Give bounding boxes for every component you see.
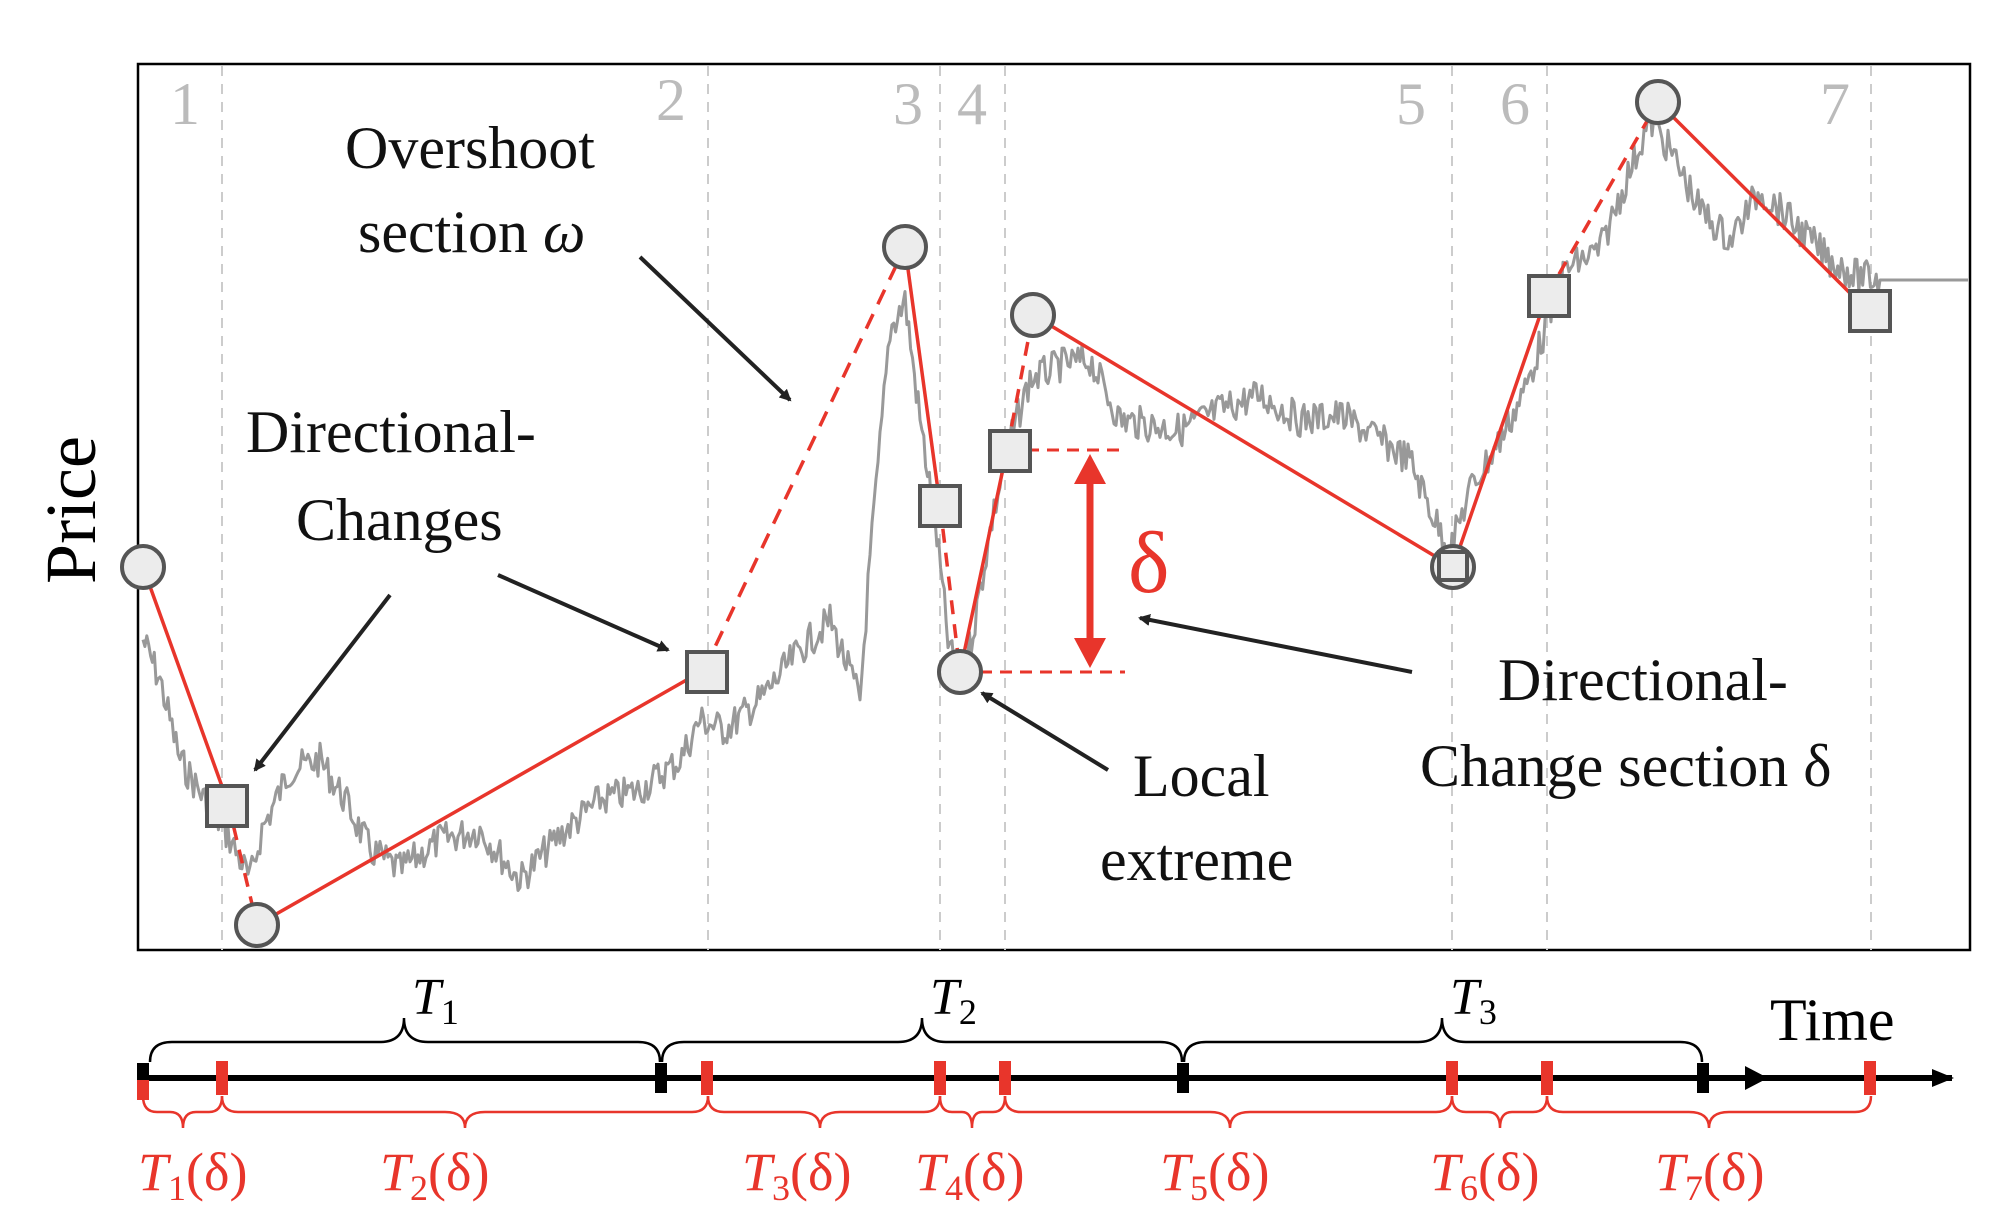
period-label-T2: T2: [930, 969, 977, 1032]
x-axis-label: Time: [1770, 987, 1895, 1053]
dc-point: [685, 650, 729, 694]
overshoot-line: [938, 504, 962, 673]
event-label-T6: T6(δ): [1430, 1142, 1539, 1208]
dc-label-line1: Directional-: [246, 399, 536, 465]
dc-section-label-line1: Directional-: [1498, 647, 1788, 713]
dc-label-line2: Changes: [296, 487, 503, 553]
period-braces: [148, 1017, 1704, 1063]
annotations: Overshoot section ω Directional- Changes…: [246, 115, 1832, 893]
dc-line: [958, 449, 1009, 673]
local-extreme-label-line2: extreme: [1100, 827, 1293, 893]
event-labels: T1(δ) T2(δ) T3(δ) T4(δ) T5(δ) T6(δ) T7(δ…: [138, 1142, 1764, 1208]
overshoot-label-line2: section ω: [358, 199, 585, 265]
period-label-T3: T3: [1450, 969, 1497, 1032]
event-number-3: 3: [893, 71, 923, 137]
period-labels: T1 T2 T3: [412, 969, 1497, 1032]
dc-point: [918, 484, 962, 528]
event-number-4: 4: [957, 71, 987, 137]
overshoot-line: [1545, 101, 1660, 296]
dc-section-label-line2: Change section δ: [1420, 733, 1832, 799]
extreme-point: [882, 224, 928, 270]
extreme-point: [120, 544, 166, 590]
event-number-6: 6: [1500, 71, 1530, 137]
dc-line: [903, 246, 942, 506]
dc-point: [1527, 274, 1571, 318]
dc-point: [1437, 550, 1469, 582]
overshoot-line: [702, 246, 907, 671]
local-extremes: [120, 79, 1681, 948]
dc-line: [141, 566, 230, 804]
event-number-5: 5: [1396, 71, 1426, 137]
event-label-T2: T2(δ): [380, 1142, 489, 1208]
dc-point: [205, 784, 249, 828]
event-number-1: 1: [170, 71, 200, 137]
event-label-T1: T1(δ): [138, 1142, 247, 1208]
overshoot-label-line1: Overshoot: [345, 115, 595, 181]
event-label-T3: T3(δ): [742, 1142, 851, 1208]
event-braces: [141, 1095, 1873, 1129]
extreme-point: [1635, 79, 1681, 125]
local-extreme-label-line1: Local: [1133, 743, 1270, 809]
event-number-2: 2: [656, 67, 686, 133]
dc-line: [256, 668, 705, 927]
dc-line: [1032, 313, 1454, 569]
dc-point: [988, 429, 1032, 473]
plot-frame: [136, 62, 1972, 952]
extreme-point: [234, 902, 280, 948]
period-label-T1: T1: [412, 969, 459, 1032]
event-number-7: 7: [1820, 71, 1850, 137]
dc-line: [1451, 294, 1549, 568]
event-label-T4: T4(δ): [915, 1142, 1024, 1208]
dc-path: [141, 100, 1869, 927]
annotation-arrows: [253, 255, 1413, 772]
dc-points: [205, 274, 1892, 828]
time-axis: Time: [137, 987, 1954, 1100]
dc-point: [1848, 289, 1892, 333]
extreme-point: [1010, 292, 1056, 338]
event-label-T7: T7(δ): [1655, 1142, 1764, 1208]
event-numbers: 1 2 3 4 5 6 7: [170, 67, 1850, 137]
extreme-point: [937, 649, 983, 695]
delta-symbol: δ: [1128, 515, 1169, 612]
dc-line: [1656, 100, 1869, 312]
delta-measure: δ: [960, 448, 1169, 674]
y-axis-label: Price: [31, 436, 111, 584]
event-label-T5: T5(δ): [1160, 1142, 1269, 1208]
